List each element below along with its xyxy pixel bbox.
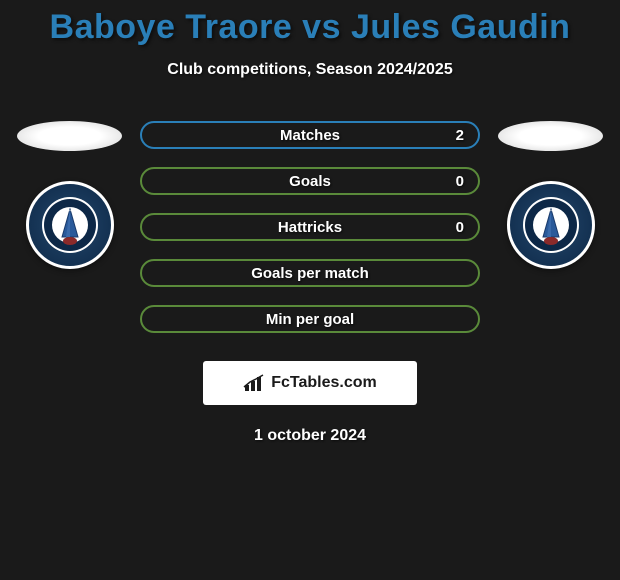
stat-label: Min per goal (266, 311, 354, 328)
club-badge-right (507, 181, 595, 269)
comparison-title: Baboye Traore vs Jules Gaudin (0, 0, 620, 47)
paris-fc-icon (40, 195, 100, 255)
date-text: 1 october 2024 (0, 427, 620, 445)
stat-value: 0 (456, 173, 464, 190)
stats-column: Matches 2 Goals 0 Hattricks 0 Goals per … (140, 121, 480, 333)
site-logo-box: FcTables.com (203, 361, 417, 405)
right-player-column (498, 121, 603, 269)
player-photo-left (17, 121, 122, 151)
stat-value: 0 (456, 219, 464, 236)
stat-row-min-per-goal: Min per goal (140, 305, 480, 333)
stat-row-matches: Matches 2 (140, 121, 480, 149)
site-logo-text: FcTables.com (271, 374, 377, 392)
stat-row-goals: Goals 0 (140, 167, 480, 195)
stat-value: 2 (456, 127, 464, 144)
left-player-column (17, 121, 122, 269)
main-container: Matches 2 Goals 0 Hattricks 0 Goals per … (0, 121, 620, 333)
stat-label: Hattricks (278, 219, 342, 236)
stat-label: Goals per match (251, 265, 369, 282)
player-photo-right (498, 121, 603, 151)
bar-chart-icon (243, 373, 267, 393)
stat-row-goals-per-match: Goals per match (140, 259, 480, 287)
stat-row-hattricks: Hattricks 0 (140, 213, 480, 241)
comparison-subtitle: Club competitions, Season 2024/2025 (0, 61, 620, 79)
club-badge-left (26, 181, 114, 269)
paris-fc-icon (521, 195, 581, 255)
stat-label: Matches (280, 127, 340, 144)
stat-label: Goals (289, 173, 331, 190)
